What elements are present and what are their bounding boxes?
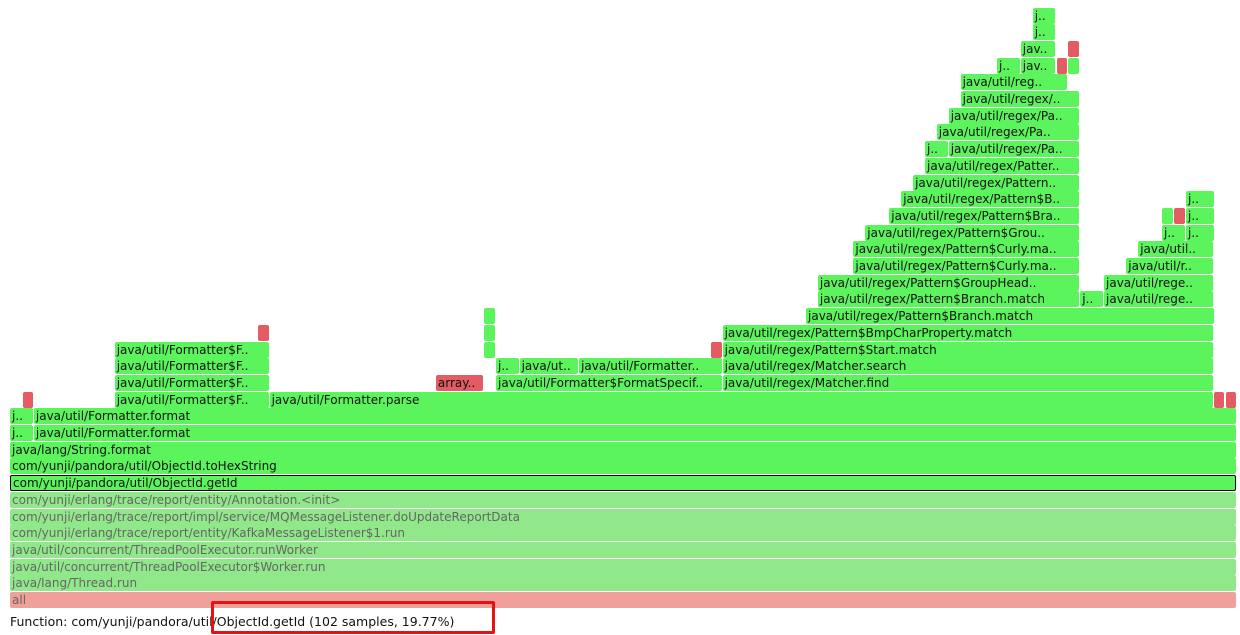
flame-frame[interactable]: java/util/rege.. [1104,274,1214,291]
flame-frame[interactable]: j.. [1080,291,1103,308]
flame-frame[interactable]: java/util/Formatter.format [33,425,1236,441]
flame-frame[interactable]: java/util/regex/Pa.. [948,107,1080,124]
flame-frame-unlabeled[interactable] [1173,207,1185,224]
flame-frame[interactable]: java/lang/String.format [10,441,1236,458]
flame-frame[interactable]: java/util/r.. [1126,258,1214,274]
flame-frame-unlabeled[interactable] [22,391,33,408]
flame-frame[interactable]: java/lang/Thread.run [10,575,1236,592]
flame-frame[interactable]: java/util/regex/Pattern$B.. [901,191,1080,208]
flame-frame[interactable]: java/util/regex/Pattern$Curly.ma.. [853,241,1080,258]
flame-frame[interactable]: java/util/regex/Pattern$Branch.match [806,308,1214,325]
flame-frame-unlabeled[interactable] [1056,57,1068,74]
flame-frame[interactable]: java/util/reg.. [960,74,1068,91]
flame-frame[interactable]: java/util/concurrent/ThreadPoolExecutor$… [10,558,1236,575]
flame-frame[interactable]: java/util/regex/Pattern$Bra.. [889,207,1080,224]
flame-frame[interactable]: java/util/regex/Pattern.. [913,174,1080,191]
flame-frame[interactable]: java/util/Formatter.. [579,358,722,375]
flame-frame-unlabeled[interactable] [1068,40,1080,57]
flame-frame[interactable]: java/util/Formatter.parse [269,391,1214,408]
flame-frame[interactable]: java/util/regex/Pattern$Branch.match [817,291,1080,308]
flame-frame-unlabeled[interactable] [484,324,495,341]
flame-frame[interactable]: java/util/regex/Pattern$Curly.ma.. [853,258,1080,274]
flame-frame[interactable]: j.. [1162,224,1185,241]
flame-frame-unlabeled[interactable] [1162,207,1173,224]
flame-frame[interactable]: java/util/regex/Pa.. [936,124,1080,141]
flame-frame[interactable]: jav.. [1020,57,1056,74]
flame-frame[interactable]: java/ut.. [519,358,579,375]
flame-frame[interactable]: com/yunji/erlang/trace/report/impl/servi… [10,508,1236,525]
flame-frame[interactable]: java/util/Formatter$F.. [114,391,269,408]
flame-frame[interactable]: j.. [1032,7,1056,24]
flame-frame[interactable]: j.. [1032,24,1056,41]
flame-frame[interactable]: com/yunji/erlang/trace/report/entity/Ann… [10,491,1236,508]
flame-frame[interactable]: java/util/regex/Matcher.find [722,374,1214,391]
flame-frame[interactable]: java/util/regex/Pattern$Grou.. [865,224,1080,241]
flame-frame[interactable]: j.. [1186,224,1214,241]
flame-frame[interactable]: java/util/Formatter.format [33,408,1236,425]
flame-frame-unlabeled[interactable] [1214,391,1225,408]
flame-frame[interactable]: java/util.. [1138,241,1214,258]
flame-frame[interactable]: j.. [1186,207,1214,224]
flame-frame[interactable]: java/util/Formatter$FormatSpecif.. [496,374,722,391]
flame-frame[interactable]: j.. [10,408,33,425]
flame-frame[interactable]: array.. [435,374,484,391]
flame-frame-unlabeled[interactable] [1068,57,1080,74]
flame-frame[interactable]: com/yunji/pandora/util/ObjectId.getId [10,475,1236,492]
flame-frame[interactable]: java/util/Formatter$F.. [114,341,269,358]
flame-frame[interactable]: all [10,592,1236,608]
flame-frame[interactable]: j.. [496,358,519,375]
flame-frame[interactable]: java/util/concurrent/ThreadPoolExecutor.… [10,541,1236,558]
status-bar: Function: com/yunji/pandora/util/ObjectI… [10,614,455,629]
flame-frame[interactable]: j.. [10,425,33,441]
flame-frame[interactable]: java/util/regex/Pattern$BmpCharProperty.… [722,324,1214,341]
flame-frame[interactable]: j.. [1186,191,1214,208]
flame-frame[interactable]: java/util/rege.. [1104,291,1214,308]
flame-frame[interactable]: j.. [997,57,1020,74]
flame-frame[interactable]: java/util/regex/Matcher.search [722,358,1214,375]
flame-frame[interactable]: java/util/Formatter$F.. [114,358,269,375]
flame-frame-unlabeled[interactable] [257,324,269,341]
flame-frame[interactable]: java/util/regex/.. [960,91,1080,107]
flame-frame[interactable]: jav.. [1020,40,1056,57]
flame-frame[interactable]: j.. [925,141,948,158]
flame-frame[interactable]: java/util/regex/Pattern$Start.match [722,341,1214,358]
flame-frame[interactable]: java/util/regex/Pattern$GroupHead.. [817,274,1080,291]
flame-frame[interactable]: java/util/regex/Patter.. [925,157,1080,174]
flame-frame[interactable]: java/util/Formatter$F.. [114,374,269,391]
flame-frame[interactable]: com/yunji/pandora/util/ObjectId.toHexStr… [10,458,1236,475]
flame-frame[interactable]: java/util/regex/Pa.. [948,141,1080,158]
flame-frame-unlabeled[interactable] [710,341,722,358]
flame-frame[interactable]: com/yunji/erlang/trace/report/entity/Kaf… [10,525,1236,542]
flame-frame-unlabeled[interactable] [484,308,495,325]
flame-frame-unlabeled[interactable] [484,341,495,358]
flame-frame-unlabeled[interactable] [1225,391,1236,408]
